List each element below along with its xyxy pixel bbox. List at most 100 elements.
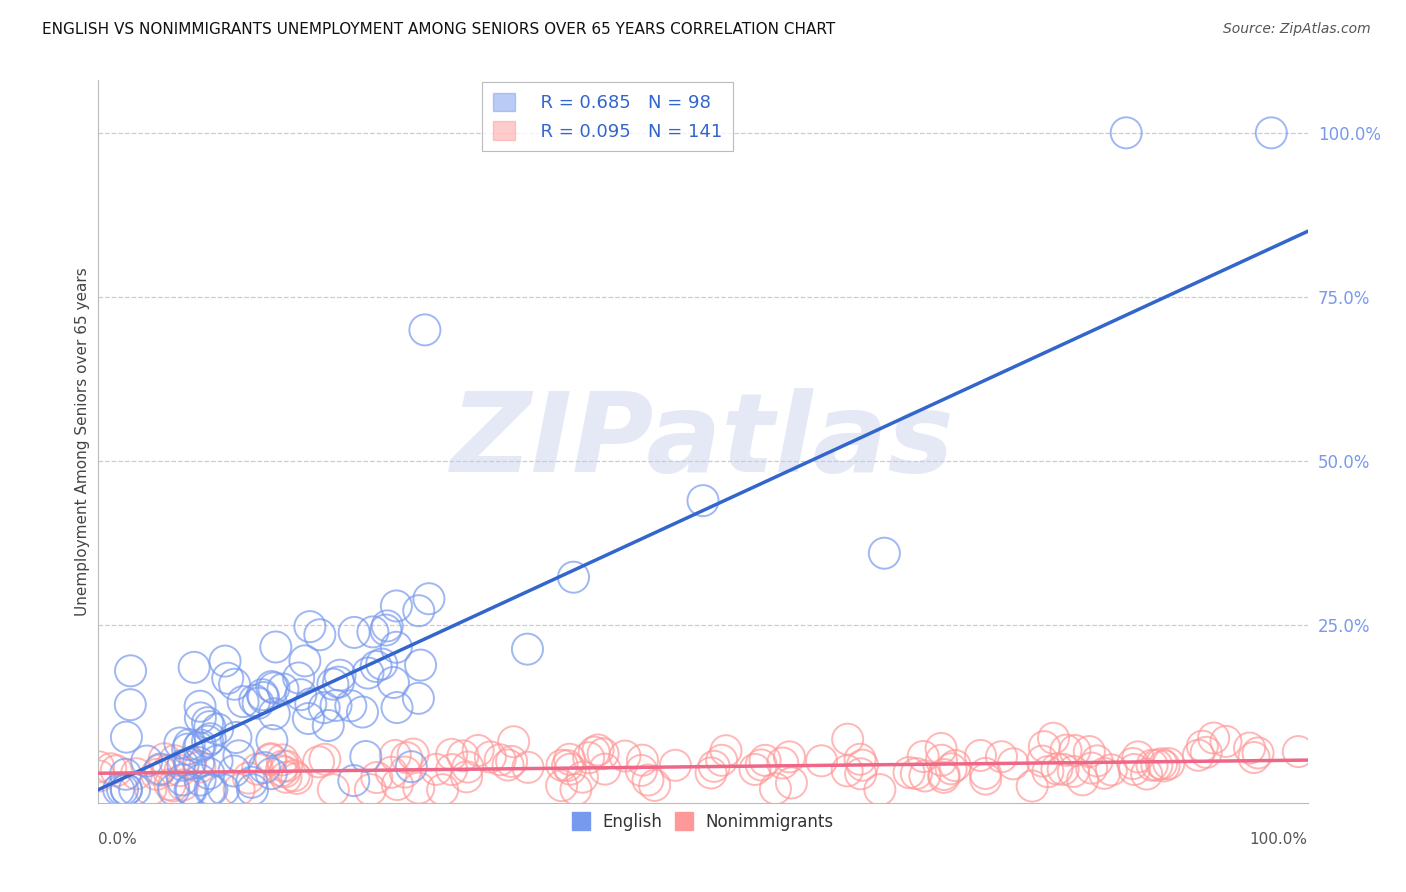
Point — [159, 778, 181, 792]
Point — [931, 753, 953, 767]
Point — [1052, 763, 1074, 777]
Y-axis label: Unemployment Among Seniors over 65 years: Unemployment Among Seniors over 65 years — [75, 268, 90, 615]
Point — [451, 748, 474, 763]
Point — [586, 743, 609, 757]
Point — [188, 760, 211, 774]
Point — [115, 730, 138, 744]
Point — [394, 765, 416, 780]
Point — [765, 781, 787, 796]
Point — [1036, 764, 1059, 779]
Point — [409, 658, 432, 673]
Point — [343, 625, 366, 640]
Point — [283, 769, 305, 783]
Point — [214, 654, 236, 668]
Point — [187, 740, 209, 755]
Point — [352, 705, 374, 719]
Point — [873, 546, 896, 560]
Point — [180, 782, 202, 797]
Point — [100, 762, 122, 776]
Point — [413, 323, 436, 337]
Point — [402, 747, 425, 761]
Point — [562, 570, 585, 584]
Point — [271, 681, 294, 696]
Point — [778, 750, 800, 764]
Point — [308, 628, 330, 642]
Point — [207, 722, 229, 736]
Point — [1215, 734, 1237, 748]
Point — [1123, 763, 1146, 777]
Point — [197, 715, 219, 730]
Point — [260, 733, 283, 747]
Point — [111, 782, 134, 797]
Point — [87, 760, 110, 774]
Point — [359, 782, 381, 797]
Point — [366, 659, 388, 673]
Point — [328, 675, 350, 690]
Point — [1021, 779, 1043, 793]
Point — [264, 640, 287, 654]
Point — [198, 766, 221, 780]
Point — [1085, 754, 1108, 768]
Point — [516, 642, 538, 657]
Point — [1247, 746, 1270, 760]
Point — [115, 782, 138, 797]
Point — [849, 766, 872, 780]
Point — [190, 711, 212, 725]
Point — [198, 782, 221, 797]
Point — [253, 761, 276, 775]
Point — [502, 735, 524, 749]
Point — [1286, 745, 1309, 759]
Point — [749, 758, 772, 772]
Point — [408, 691, 430, 706]
Point — [169, 764, 191, 778]
Point — [664, 758, 686, 772]
Point — [395, 750, 418, 764]
Point — [1239, 741, 1261, 756]
Point — [1202, 731, 1225, 745]
Point — [197, 734, 219, 748]
Point — [271, 753, 294, 767]
Point — [205, 754, 228, 768]
Point — [703, 759, 725, 773]
Point — [560, 762, 582, 776]
Point — [228, 748, 250, 763]
Point — [501, 755, 523, 769]
Point — [276, 759, 298, 773]
Point — [375, 619, 398, 633]
Point — [1002, 756, 1025, 771]
Point — [252, 690, 274, 705]
Point — [467, 743, 489, 757]
Point — [297, 712, 319, 726]
Point — [1099, 763, 1122, 777]
Point — [163, 754, 186, 768]
Point — [1126, 750, 1149, 764]
Point — [180, 756, 202, 770]
Point — [149, 762, 172, 776]
Text: ZIPatlas: ZIPatlas — [451, 388, 955, 495]
Point — [298, 619, 321, 633]
Point — [849, 752, 872, 766]
Point — [1092, 766, 1115, 780]
Point — [558, 752, 581, 766]
Point — [939, 762, 962, 776]
Point — [222, 764, 245, 778]
Point — [408, 781, 430, 796]
Point — [1150, 756, 1173, 771]
Point — [224, 677, 246, 691]
Point — [714, 744, 737, 758]
Point — [837, 764, 859, 778]
Point — [631, 753, 654, 767]
Point — [225, 731, 247, 745]
Point — [271, 759, 294, 773]
Point — [583, 745, 606, 759]
Point — [188, 738, 211, 752]
Point — [1080, 761, 1102, 775]
Point — [325, 698, 347, 713]
Point — [974, 772, 997, 786]
Point — [361, 624, 384, 639]
Point — [1033, 739, 1056, 754]
Point — [1062, 764, 1084, 779]
Point — [912, 749, 935, 764]
Point — [551, 758, 574, 772]
Point — [557, 758, 579, 772]
